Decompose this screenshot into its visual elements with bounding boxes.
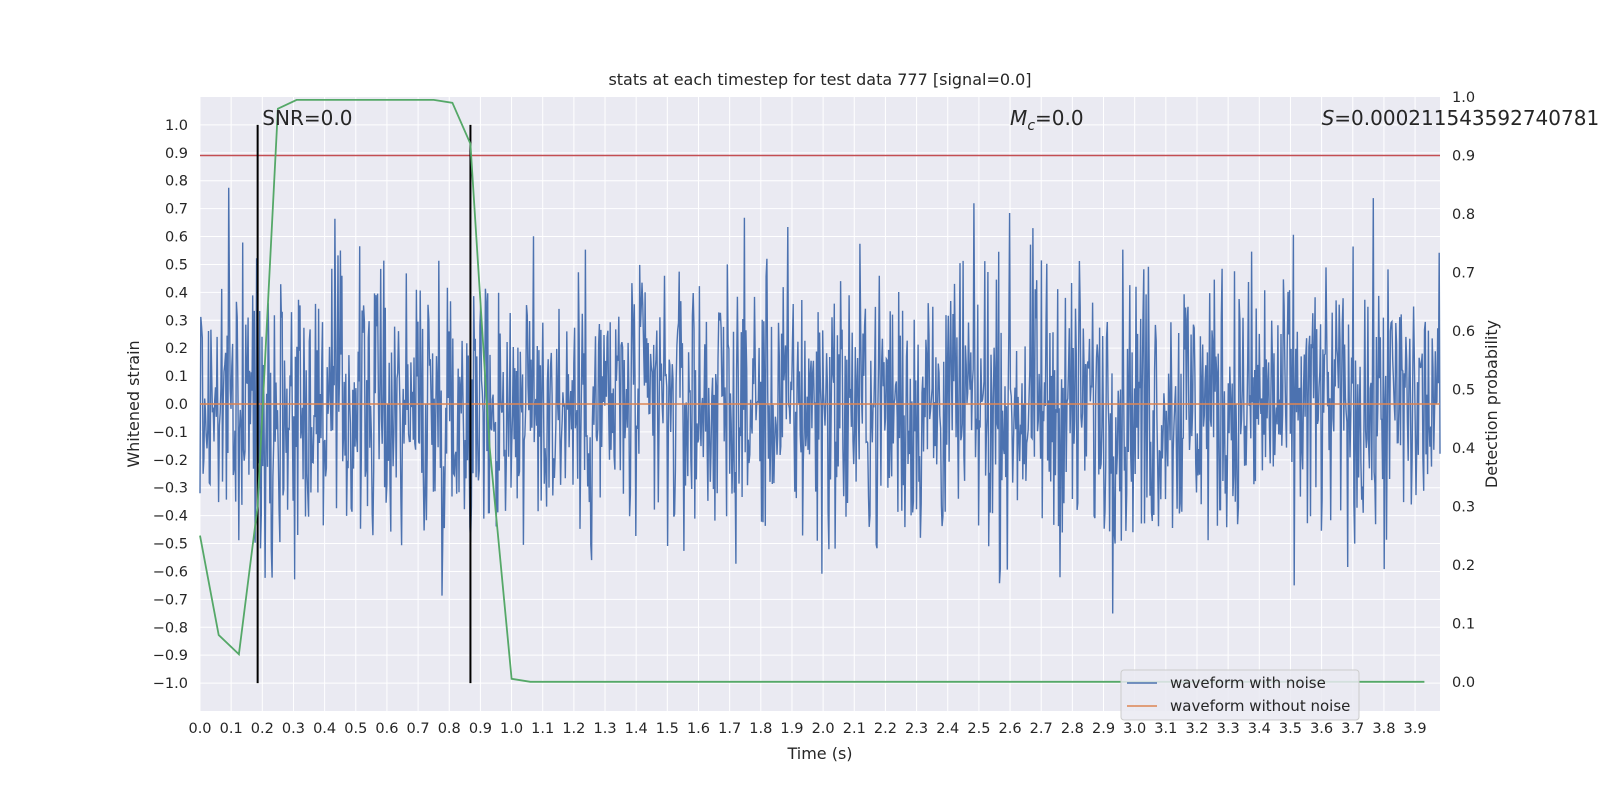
y-tick-label: −0.1: [153, 425, 188, 441]
y-tick-label: −0.4: [153, 509, 188, 525]
y-tick-label: 0.8: [165, 174, 188, 190]
x-tick-label: 2.4: [936, 721, 959, 737]
s-annotation: S=0.00021154359274078178: [1322, 106, 1600, 130]
x-tick-label: 0.3: [282, 721, 305, 737]
x-tick-label: 1.5: [656, 721, 679, 737]
x-tick-label: 1.2: [562, 721, 585, 737]
probability-series: [199, 99, 1425, 683]
y-tick-label: 0.2: [165, 341, 188, 357]
x-tick-label: 0.5: [344, 721, 367, 737]
x-tick-label: 1.9: [780, 721, 803, 737]
y-right-tick-label: 0.1: [1452, 616, 1475, 632]
x-tick-label: 0.0: [188, 721, 211, 737]
y-right-tick-label: 0.9: [1452, 148, 1475, 164]
x-tick-labels: 0.0 0.1 0.2 0.3 0.4 0.5 0.6 0.7 0.8 0.9 1.0 1.1 1.2 1…: [188, 721, 1426, 737]
x-tick-label: 3.1: [1154, 721, 1177, 737]
y-tick-label: −1.0: [153, 676, 188, 692]
x-tick-label: 0.9: [469, 721, 492, 737]
y-right-tick-label: 1.0: [1452, 90, 1475, 106]
x-axis-label: Time (s): [786, 744, 852, 763]
legend-label-clean: waveform without noise: [1170, 697, 1350, 715]
y-tick-label: −0.6: [153, 564, 188, 580]
x-tick-label: 2.6: [999, 721, 1022, 737]
x-tick-label: 3.3: [1217, 721, 1240, 737]
y-tick-label: 0.5: [165, 257, 188, 273]
mc-annotation: Mc=0.0: [1010, 106, 1084, 134]
y-tick-label: −0.7: [153, 592, 188, 608]
chart-title: stats at each timestep for test data 777…: [608, 70, 1031, 89]
y-right-tick-label: 0.0: [1452, 675, 1475, 691]
y-tick-label: 0.6: [165, 230, 188, 246]
mc-symbol: M: [1010, 106, 1027, 130]
x-tick-label: 3.0: [1123, 721, 1146, 737]
y-tick-label: 0.4: [165, 285, 188, 301]
x-tick-label: 2.7: [1030, 721, 1053, 737]
y-axis-label: Whitened strain: [124, 340, 143, 467]
x-tick-label: 2.9: [1092, 721, 1115, 737]
y-tick-label: −0.8: [153, 620, 188, 636]
y-tick-label: −0.3: [153, 481, 188, 497]
noise-line: [199, 187, 1441, 614]
x-tick-label: 3.2: [1185, 721, 1208, 737]
x-tick-label: 2.3: [905, 721, 928, 737]
y-tick-label: 0.7: [165, 202, 188, 218]
s-symbol: S: [1322, 106, 1335, 130]
x-tick-label: 3.5: [1279, 721, 1302, 737]
y-right-tick-label: 0.4: [1452, 441, 1475, 457]
vertical-markers: [256, 124, 472, 684]
y-tick-label: −0.5: [153, 537, 188, 553]
x-tick-label: 2.8: [1061, 721, 1084, 737]
y-tick-label: 0.3: [165, 313, 188, 329]
x-tick-label: 1.8: [749, 721, 772, 737]
y-tick-labels: 1.0 0.9 0.8 0.7 0.6 0.5 0.4 0.3 0.2 0.1 0.0 −0.1 −0.…: [153, 118, 188, 692]
y-tick-label: 0.0: [165, 397, 188, 413]
x-tick-label: 1.0: [500, 721, 523, 737]
y-tick-label: 0.1: [165, 369, 188, 385]
x-tick-label: 3.4: [1248, 721, 1271, 737]
y-right-tick-label: 0.3: [1452, 499, 1475, 515]
x-tick-label: 0.4: [313, 721, 336, 737]
x-tick-label: 3.6: [1310, 721, 1333, 737]
mc-subscript: c: [1027, 118, 1035, 134]
noise-series: [199, 187, 1441, 614]
y-tick-label: −0.9: [153, 648, 188, 664]
snr-annotation: SNR=0.0: [262, 106, 352, 130]
x-tick-label: 2.2: [874, 721, 897, 737]
x-tick-label: 3.7: [1341, 721, 1364, 737]
x-tick-label: 1.6: [687, 721, 710, 737]
legend-label-noise: waveform with noise: [1170, 674, 1326, 692]
y-right-axis-label: Detection probability: [1482, 320, 1501, 488]
y-right-tick-label: 0.7: [1452, 265, 1475, 281]
y-tick-label: −0.2: [153, 453, 188, 469]
legend: waveform with noise waveform without noi…: [1120, 669, 1360, 721]
x-tick-label: 1.3: [593, 721, 616, 737]
y-right-tick-label: 0.8: [1452, 207, 1475, 223]
x-tick-label: 2.0: [812, 721, 835, 737]
legend-box: [1120, 669, 1360, 721]
y-tick-label: 1.0: [165, 118, 188, 134]
probability-line: [199, 99, 1425, 683]
x-tick-label: 3.8: [1372, 721, 1395, 737]
y-right-tick-labels: 1.0 0.9 0.8 0.7 0.6 0.5 0.4 0.3 0.2 0.1 0.0: [1452, 90, 1475, 691]
x-tick-label: 1.7: [718, 721, 741, 737]
x-tick-label: 2.5: [967, 721, 990, 737]
s-value: =0.00021154359274078178: [1334, 106, 1600, 130]
x-tick-label: 3.9: [1404, 721, 1427, 737]
x-tick-label: 0.8: [438, 721, 461, 737]
x-tick-label: 2.1: [843, 721, 866, 737]
x-tick-label: 1.4: [625, 721, 648, 737]
y-tick-label: 0.9: [165, 146, 188, 162]
x-tick-label: 1.1: [531, 721, 554, 737]
mc-value: =0.0: [1035, 106, 1084, 130]
x-tick-label: 0.7: [407, 721, 430, 737]
y-right-tick-label: 0.5: [1452, 382, 1475, 398]
x-tick-label: 0.6: [375, 721, 398, 737]
y-right-tick-label: 0.6: [1452, 324, 1475, 340]
x-tick-label: 0.2: [251, 721, 274, 737]
y-right-tick-label: 0.2: [1452, 558, 1475, 574]
x-tick-label: 0.1: [220, 721, 243, 737]
